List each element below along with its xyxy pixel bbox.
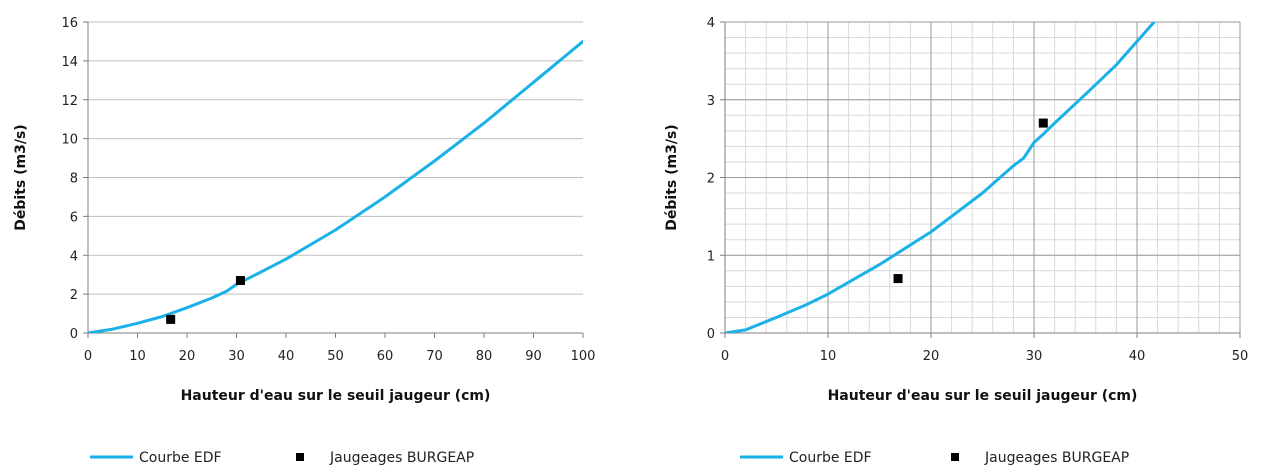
legend-marker-swatch [296, 453, 304, 461]
x-tick-label: 40 [1129, 349, 1146, 364]
x-tick-label: 30 [228, 349, 245, 364]
data-point-jaugeage [166, 314, 176, 324]
legend-label-jaugeages: Jaugeages BURGEAP [329, 450, 474, 466]
legend-label-courbe-edf: Courbe EDF [139, 450, 222, 466]
y-tick-label: 12 [61, 94, 78, 109]
series-line-courbe-edf [725, 22, 1157, 333]
y-tick-label: 2 [707, 172, 715, 187]
legend-marker-swatch [951, 453, 959, 461]
y-axis-title: Débits (m3/s) [13, 124, 29, 230]
y-tick-label: 14 [61, 55, 78, 70]
x-tick-label: 50 [327, 349, 344, 364]
x-tick-label: 10 [129, 349, 146, 364]
y-tick-label: 4 [707, 16, 715, 31]
x-tick-label: 10 [820, 349, 837, 364]
y-tick-label: 1 [707, 249, 715, 264]
data-point-jaugeage [893, 274, 903, 284]
y-tick-label: 0 [707, 327, 715, 342]
y-tick-label: 10 [61, 133, 78, 148]
y-tick-label: 16 [61, 16, 78, 31]
y-tick-label: 6 [70, 210, 78, 225]
series-line-courbe-edf [88, 39, 583, 333]
x-tick-label: 20 [923, 349, 940, 364]
x-tick-label: 40 [278, 349, 295, 364]
x-tick-label: 60 [377, 349, 394, 364]
y-tick-label: 8 [70, 172, 78, 187]
x-tick-label: 0 [84, 349, 92, 364]
y-axis-title: Débits (m3/s) [664, 124, 680, 230]
x-axis-title: Hauteur d'eau sur le seuil jaugeur (cm) [181, 388, 491, 404]
x-axis-title: Hauteur d'eau sur le seuil jaugeur (cm) [828, 388, 1138, 404]
x-tick-label: 0 [721, 349, 729, 364]
x-tick-label: 70 [426, 349, 443, 364]
x-tick-label: 80 [476, 349, 493, 364]
x-tick-label: 100 [571, 349, 596, 364]
x-tick-label: 50 [1232, 349, 1249, 364]
legend-label-jaugeages: Jaugeages BURGEAP [984, 450, 1129, 466]
y-tick-label: 3 [707, 94, 715, 109]
legend-label-courbe-edf: Courbe EDF [789, 450, 872, 466]
chart-1: 0 2 4 6 8 10 12 14 16 0 10 20 30 40 50 60 70 80 90 100 Haute… [13, 16, 595, 466]
x-tick-label: 20 [179, 349, 196, 364]
y-tick-label: 0 [70, 327, 78, 342]
data-point-jaugeage [1038, 118, 1048, 128]
y-tick-label: 2 [70, 288, 78, 303]
x-tick-label: 90 [525, 349, 542, 364]
x-tick-label: 30 [1026, 349, 1043, 364]
y-tick-label: 4 [70, 249, 78, 264]
data-point-jaugeage [235, 276, 245, 286]
